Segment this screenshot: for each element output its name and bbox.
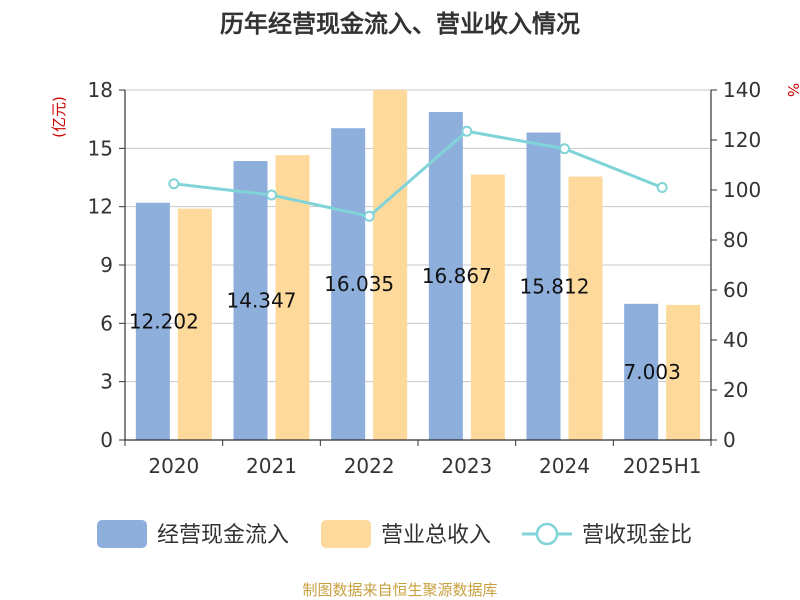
- data-label: 14.347: [227, 289, 297, 313]
- line-point: [461, 125, 473, 137]
- right-tick-label: 0: [723, 428, 736, 452]
- line-revenue-cash-ratio: [173, 129, 663, 218]
- data-label-group: 12.202 14.347 16.035 16.867 15.812 7.003: [129, 264, 681, 384]
- right-tick-label: 100: [723, 178, 761, 202]
- right-tick-label: 80: [723, 228, 748, 252]
- line-point: [656, 182, 668, 193]
- legend-label: 营收现金比: [582, 523, 692, 548]
- bar-cash-inflow: [624, 303, 659, 440]
- legend-swatch-cash-inflow: [97, 520, 147, 548]
- right-axis-unit: %: [784, 83, 800, 97]
- x-tick-label: 2025H1: [623, 454, 702, 478]
- source-note: 制图数据来自恒生聚源数据库: [302, 581, 497, 599]
- line-point: [363, 210, 375, 222]
- bar-revenue: [470, 174, 505, 441]
- right-tick-label: 20: [723, 378, 748, 402]
- data-label: 15.812: [520, 274, 590, 298]
- bar-cash-inflow: [233, 161, 268, 440]
- bar-revenue: [666, 304, 701, 440]
- bar-cash-inflow: [526, 132, 561, 441]
- legend-label: 营业总收入: [381, 523, 491, 548]
- bar-cash-inflow: [135, 202, 170, 440]
- left-tick-label: 15: [88, 136, 113, 160]
- x-tick-label: 2020: [148, 454, 199, 478]
- right-tick-label: 40: [723, 328, 748, 352]
- x-tick-label: 2023: [441, 454, 492, 478]
- left-tick-label: 0: [100, 428, 113, 452]
- left-tick-label: 6: [100, 311, 113, 335]
- line-point: [559, 143, 570, 155]
- chart-title: 历年经营现金流入、营业收入情况: [220, 10, 580, 38]
- right-tick-label: 120: [723, 128, 761, 152]
- bar-cash-inflow: [428, 112, 463, 441]
- data-label: 16.867: [422, 264, 492, 288]
- line-point: [168, 178, 180, 190]
- left-tick-label: 12: [88, 195, 113, 219]
- legend-label: 经营现金流入: [157, 523, 289, 548]
- x-tick-label: 2024: [539, 454, 590, 478]
- left-tick-label: 18: [88, 78, 113, 102]
- bar-revenue: [177, 208, 212, 440]
- line-point: [266, 189, 277, 201]
- bar-cash-inflow: [331, 128, 366, 441]
- bar-revenue: [373, 90, 408, 440]
- right-tick-label: 60: [723, 278, 748, 302]
- x-tick-label: 2022: [344, 454, 395, 478]
- left-axis-unit: (亿元): [50, 96, 68, 138]
- data-label: 12.202: [129, 309, 199, 333]
- legend-swatch-revenue: [321, 520, 371, 548]
- data-label: 7.003: [624, 360, 681, 384]
- left-tick-label: 9: [100, 253, 113, 277]
- data-label: 16.035: [324, 272, 394, 296]
- left-tick-label: 3: [100, 370, 113, 394]
- right-tick-label: 140: [723, 78, 761, 102]
- legend-marker-ratio: [535, 522, 559, 546]
- x-tick-label: 2021: [246, 454, 297, 478]
- bar-revenue: [568, 176, 603, 440]
